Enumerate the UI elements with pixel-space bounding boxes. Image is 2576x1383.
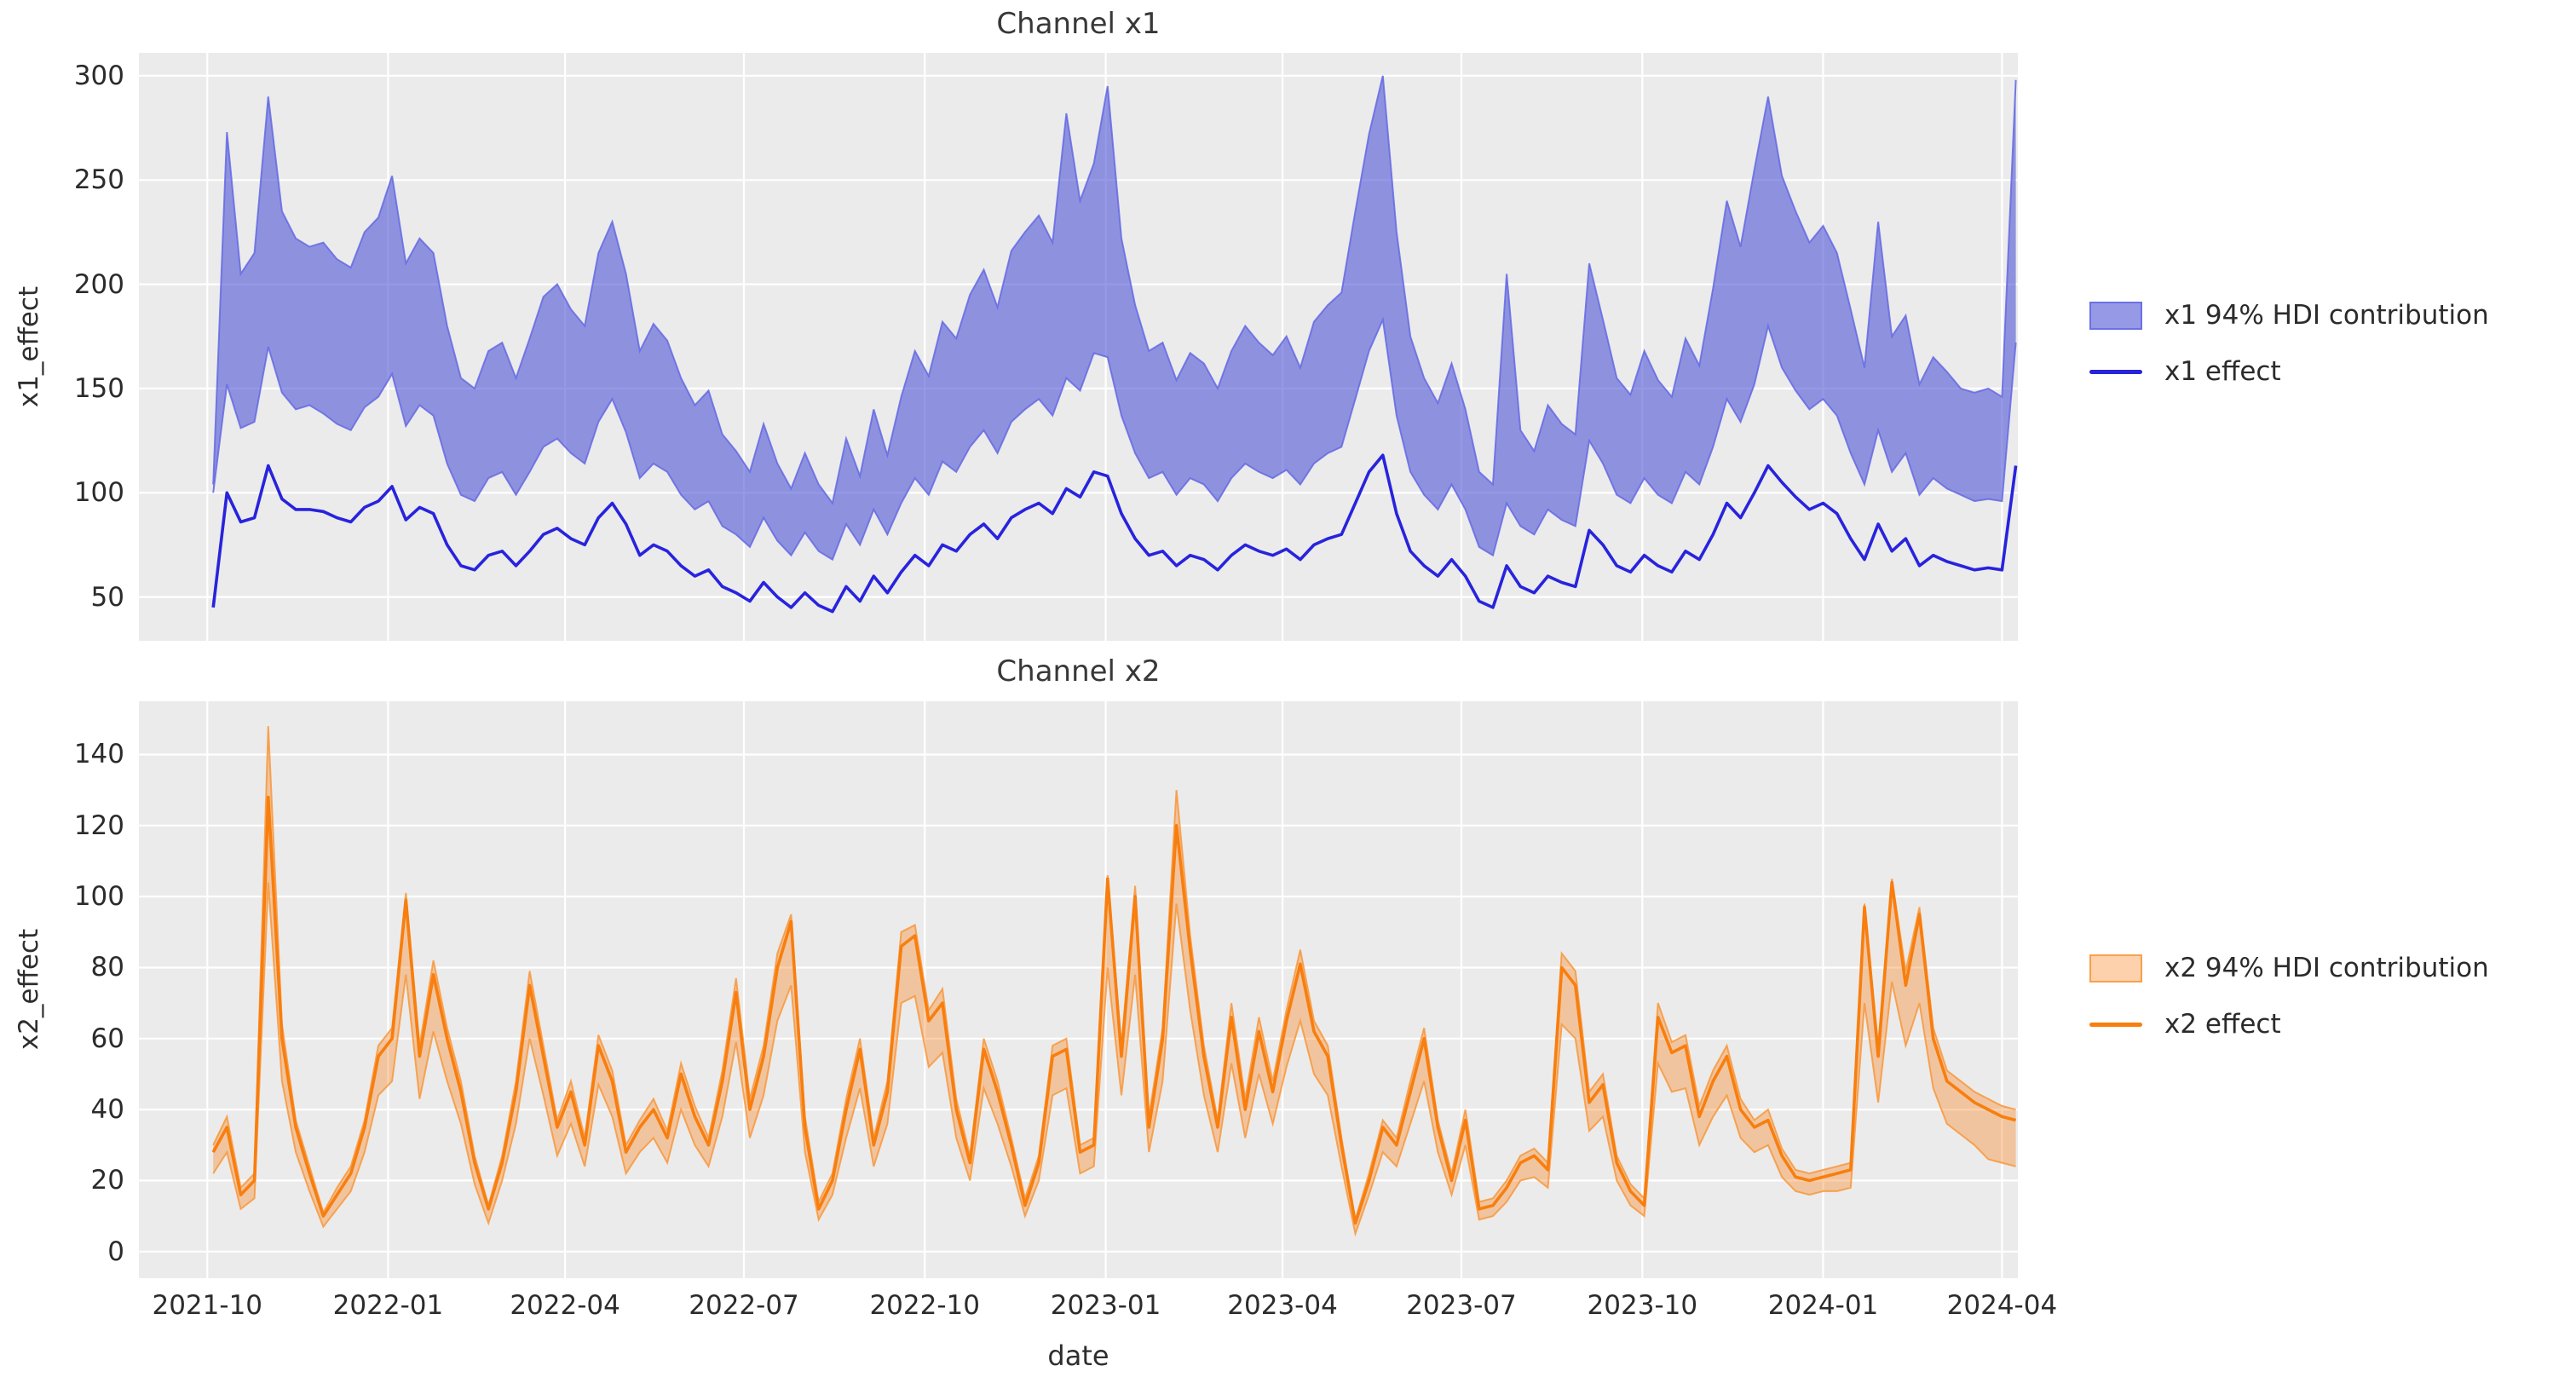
ytick-label: 20	[90, 1165, 124, 1196]
ytick-label: 140	[73, 739, 124, 770]
chart2-line-swatch-icon	[2089, 1022, 2142, 1027]
ytick-label: 60	[90, 1023, 124, 1054]
xtick-label: 2023-04	[1227, 1290, 1338, 1321]
chart1-line-swatch-icon	[2089, 369, 2142, 374]
chart1-legend: x1 94% HDI contribution x1 effect	[2089, 300, 2489, 387]
xtick-label: 2023-10	[1587, 1290, 1698, 1321]
xtick-label: 2024-01	[1767, 1290, 1879, 1321]
xtick-label: 2023-01	[1050, 1290, 1161, 1321]
chart2-legend: x2 94% HDI contribution x2 effect	[2089, 953, 2489, 1040]
chart2-legend-row-line: x2 effect	[2089, 1009, 2489, 1040]
ytick-label: 150	[73, 372, 124, 404]
ytick-label: 0	[107, 1236, 124, 1267]
chart1-legend-line-label: x1 effect	[2164, 356, 2281, 387]
chart1-legend-row-band: x1 94% HDI contribution	[2089, 300, 2489, 331]
ytick-label: 200	[73, 268, 124, 300]
chart2-plot-background	[139, 701, 2018, 1278]
chart2-legend-line-label: x2 effect	[2164, 1009, 2281, 1040]
chart2-title: Channel x2	[996, 654, 1161, 689]
xtick-label: 2021-10	[152, 1290, 263, 1321]
xtick-label: 2022-07	[689, 1290, 799, 1321]
xtick-label: 2022-10	[869, 1290, 980, 1321]
ytick-label: 80	[90, 952, 124, 983]
ytick-label: 120	[73, 810, 124, 841]
ytick-label: 250	[73, 164, 124, 196]
chart2-plot-area	[139, 701, 2018, 1278]
xtick-label: 2023-07	[1406, 1290, 1517, 1321]
chart1-legend-band-label: x1 94% HDI contribution	[2164, 300, 2489, 331]
xtick-label: 2022-04	[510, 1290, 620, 1321]
ytick-label: 50	[90, 581, 124, 613]
chart1-band-swatch-icon	[2089, 301, 2142, 330]
chart1-title: Channel x1	[996, 7, 1161, 41]
xtick-label: 2024-04	[1946, 1290, 2058, 1321]
x-axis-label: date	[1047, 1340, 1109, 1372]
ytick-label: 100	[73, 477, 124, 509]
ytick-label: 300	[73, 60, 124, 91]
chart1-legend-row-line: x1 effect	[2089, 356, 2489, 387]
chart1-plot-area	[139, 53, 2018, 641]
chart2-band-swatch-icon	[2089, 954, 2142, 983]
chart2-legend-row-band: x2 94% HDI contribution	[2089, 953, 2489, 983]
xtick-label: 2022-01	[332, 1290, 444, 1321]
ytick-label: 40	[90, 1094, 124, 1126]
ytick-label: 100	[73, 881, 124, 913]
chart2-legend-band-label: x2 94% HDI contribution	[2164, 953, 2489, 983]
